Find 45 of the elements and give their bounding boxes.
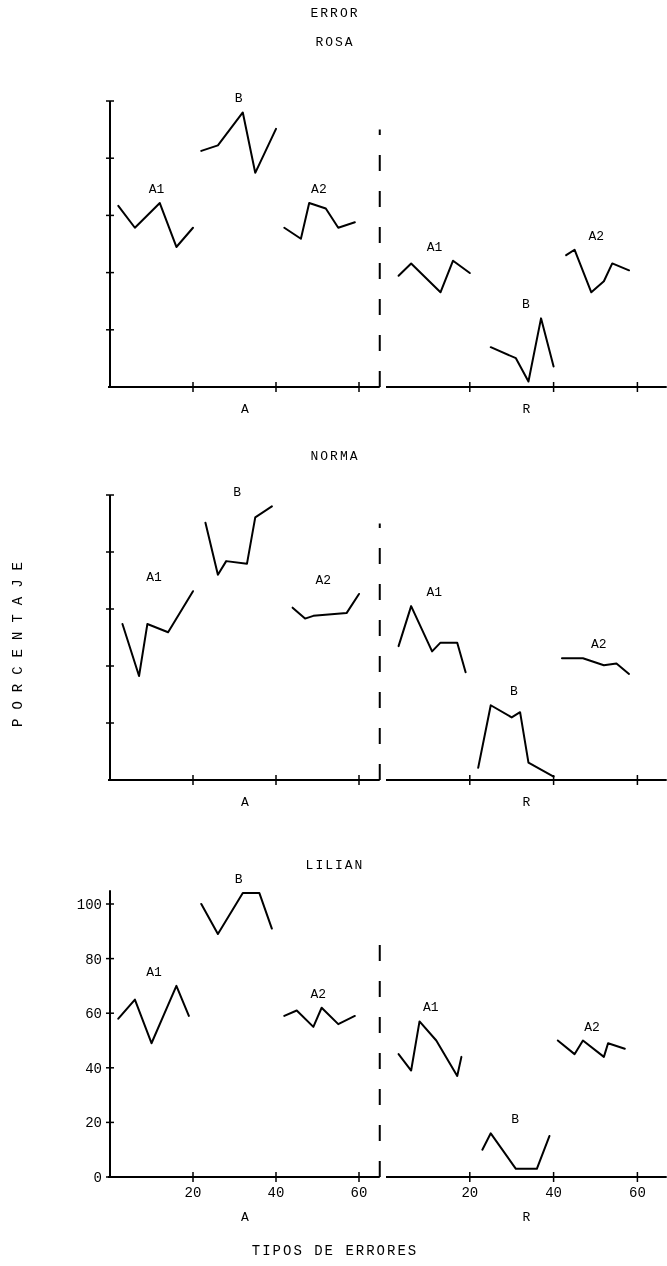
text: A1 xyxy=(146,570,162,586)
line-series xyxy=(283,1006,356,1028)
chart-title: LILIAN xyxy=(305,858,365,873)
series-label: B xyxy=(509,684,518,700)
y-tick-label: 60 xyxy=(85,1006,102,1023)
x-tick-label: 20 xyxy=(461,1185,479,1201)
series-label: A1 xyxy=(146,964,162,980)
series-label: B xyxy=(522,297,531,313)
y-tick-label: 20 xyxy=(85,1115,102,1132)
series-label: A1 xyxy=(422,1000,439,1016)
chart-subtitle: ROSA xyxy=(315,35,355,50)
x-tick-label: 60 xyxy=(350,1185,368,1201)
y-tick-label: 80 xyxy=(85,951,102,968)
chart-title: NORMA xyxy=(310,449,360,464)
x-axis-title: A xyxy=(240,402,249,417)
x-tick-label: 40 xyxy=(267,1185,285,1201)
line-series xyxy=(200,892,273,936)
x-axis-title: R xyxy=(522,402,531,417)
series-label: A1 xyxy=(148,182,165,198)
series-label: A2 xyxy=(588,228,604,244)
series-label: A2 xyxy=(311,182,327,198)
x-tick-label: 20 xyxy=(184,1185,202,1201)
series-label: B xyxy=(234,872,243,888)
x-axis-title: R xyxy=(522,1210,531,1225)
series-label: B xyxy=(234,91,243,107)
series-label: A1 xyxy=(426,239,443,255)
series-label: A2 xyxy=(584,1019,600,1035)
line-series xyxy=(117,984,190,1045)
text: TIPOS DE ERRORES xyxy=(251,1243,419,1259)
series-label: B xyxy=(233,485,242,501)
x-axis-title: A xyxy=(240,795,249,810)
series-label: B xyxy=(511,1112,520,1128)
text: A2 xyxy=(315,572,332,588)
series-label: A2 xyxy=(591,637,607,653)
x-axis-title: R xyxy=(522,795,531,810)
x-axis-title: A xyxy=(240,1210,249,1225)
y-tick-label: 100 xyxy=(76,897,102,913)
chart-title: ERROR xyxy=(310,6,360,21)
y-tick-label: 40 xyxy=(85,1060,102,1077)
x-tick-label: 40 xyxy=(545,1185,563,1201)
y-tick-label: 0 xyxy=(93,1170,102,1186)
series-label: A2 xyxy=(310,986,326,1002)
series-label: A1 xyxy=(426,585,443,601)
text: PORCENTAJE xyxy=(10,552,26,728)
x-tick-label: 60 xyxy=(628,1185,646,1201)
